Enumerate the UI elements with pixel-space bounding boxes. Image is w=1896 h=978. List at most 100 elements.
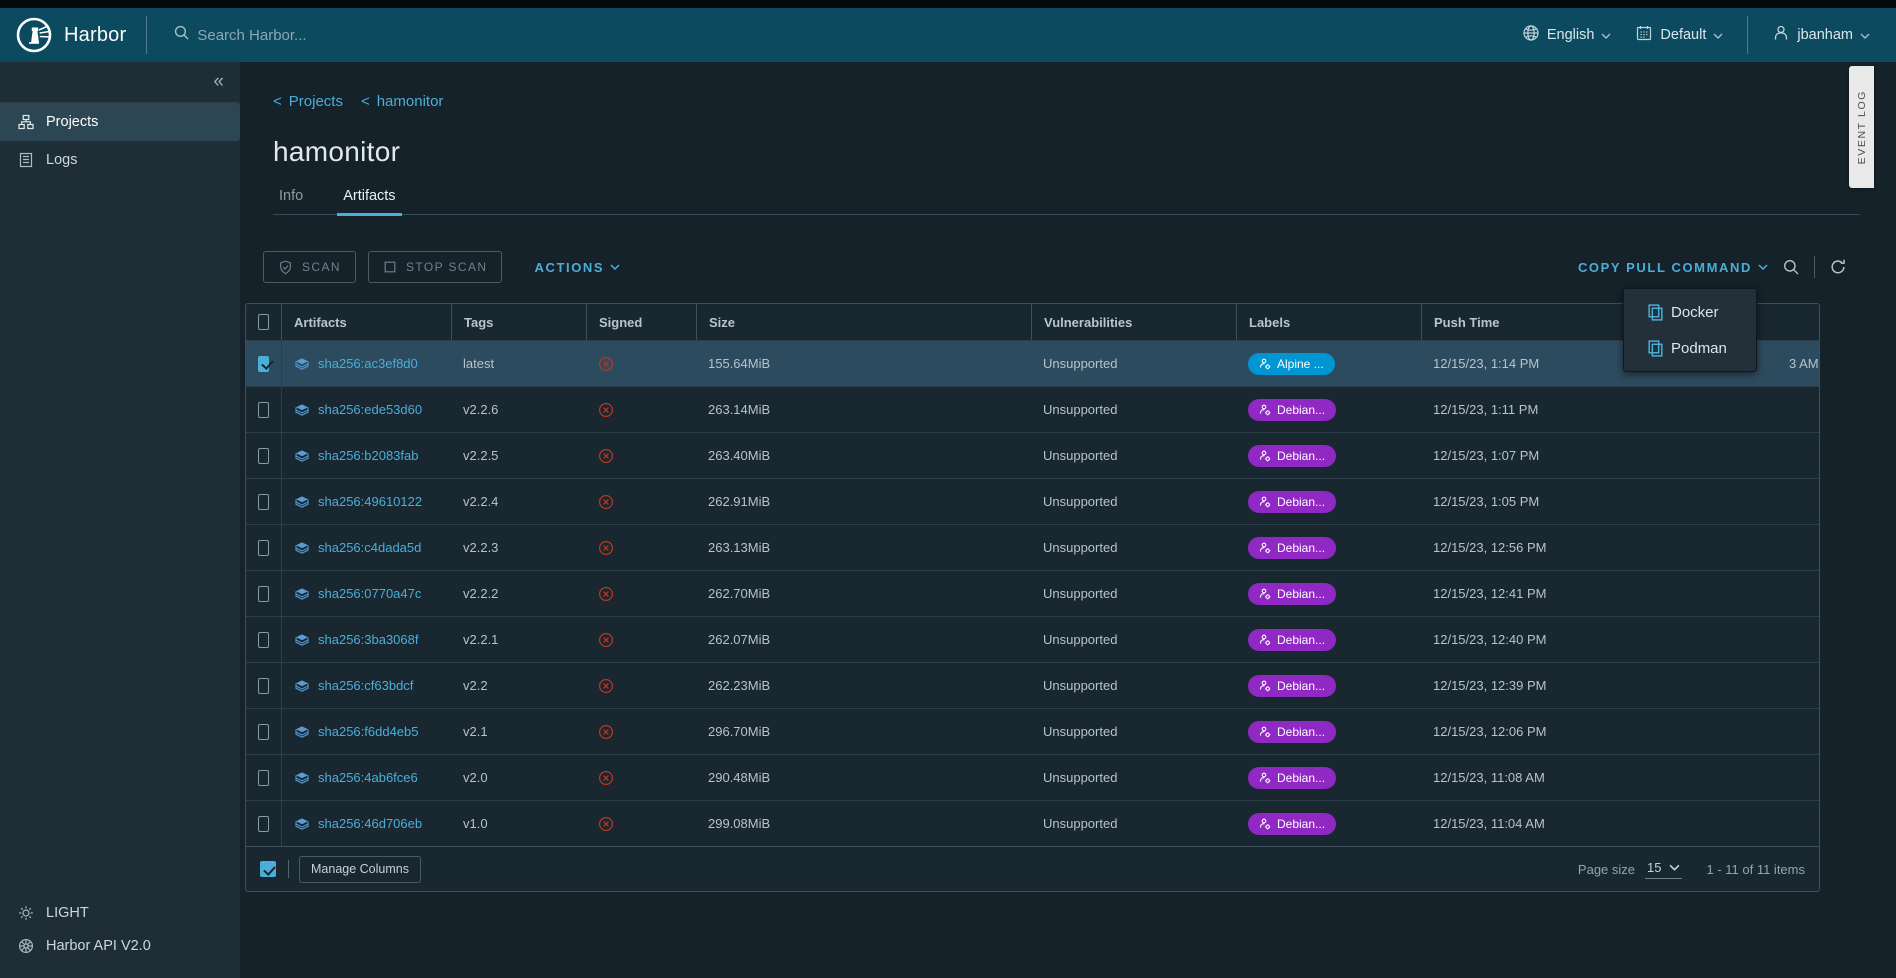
tag-label: latest [463,356,495,371]
org-tree-icon [18,114,34,130]
label-icon [1259,404,1271,415]
toolbar-divider [1814,256,1815,278]
label-chip: Alpine ... [1248,352,1335,375]
breadcrumb: < Projects < hamonitor [273,62,1896,110]
menu-item-podman[interactable]: Podman [1624,330,1756,366]
label-icon [1259,634,1271,645]
label-chip-text: Debian... [1277,816,1326,831]
breadcrumb-link-projects[interactable]: < Projects [273,93,343,110]
not-signed-icon [598,540,614,556]
menu-item-docker[interactable]: Docker [1624,294,1756,330]
list-icon [19,152,33,168]
refresh-icon [1831,259,1845,274]
artifact-digest-link[interactable]: sha256:c4dada5d [318,540,422,555]
search-artifacts-button[interactable] [1782,258,1800,276]
artifact-digest-link[interactable]: sha256:b2083fab [318,448,419,463]
brand-name: Harbor [64,23,127,46]
label-icon [1259,726,1271,737]
tab-artifacts[interactable]: Artifacts [337,184,402,216]
column-header-tags[interactable]: Tags [451,304,586,340]
size-label: 290.48MiB [708,770,771,785]
language-menu[interactable]: English [1522,24,1612,46]
sidebar-item-logs[interactable]: Logs [0,141,240,179]
column-header-vulnerabilities[interactable]: Vulnerabilities [1031,304,1236,340]
artifact-digest-link[interactable]: sha256:f6dd4eb5 [318,724,419,739]
column-header-artifacts[interactable]: Artifacts [281,304,451,340]
artifact-digest-link[interactable]: sha256:3ba3068f [318,632,419,647]
artifact-digest-link[interactable]: sha256:4ab6fce6 [318,770,418,785]
row-checkbox[interactable] [258,677,269,694]
actions-menu-button[interactable]: ACTIONS [534,260,620,275]
column-header-labels[interactable]: Labels [1236,304,1421,340]
table-row: sha256:46d706eb v1.0 299.08MiB Unsupported D… [246,800,1819,846]
event-log-tab[interactable]: EVENT LOG [1849,66,1874,188]
table-row: sha256:4ab6fce6 v2.0 290.48MiB Unsupported D… [246,754,1819,800]
label-chip-text: Debian... [1277,540,1326,555]
row-checkbox[interactable] [258,355,269,372]
theme-light-toggle[interactable]: LIGHT [0,896,240,929]
artifact-digest-link[interactable]: sha256:ac3ef8d0 [318,356,418,371]
sidebar-item-projects[interactable]: Projects [0,103,240,141]
scan-button[interactable]: SCAN [263,251,356,283]
row-checkbox[interactable] [258,447,269,464]
artifact-icon [295,541,309,554]
push-time-label: 12/15/23, 11:08 AM [1433,770,1545,785]
not-signed-icon [598,724,614,740]
artifact-digest-link[interactable]: sha256:cf63bdcf [318,678,414,693]
sidebar-item-label: Logs [46,152,78,168]
artifact-digest-link[interactable]: sha256:46d706eb [318,816,423,831]
manage-columns-button[interactable]: Manage Columns [299,855,421,883]
chevron-down-icon [1860,27,1870,43]
search-input[interactable] [197,26,518,44]
artifact-digest-link[interactable]: sha256:ede53d60 [318,402,423,417]
tag-label: v2.1 [463,724,488,739]
page-size-value: 15 [1647,859,1662,875]
items-range-label: 1 - 11 of 11 items [1706,861,1805,877]
pull-time-fragment: 3 AM [1789,356,1819,371]
row-checkbox[interactable] [258,585,269,602]
artifact-icon [295,357,309,370]
shield-check-icon [280,260,291,274]
page-size-select[interactable]: 15 [1645,859,1683,879]
user-menu[interactable]: jbanham [1772,24,1870,46]
row-checkbox[interactable] [258,769,269,786]
row-checkbox[interactable] [258,815,269,832]
event-log-label: EVENT LOG [1855,89,1868,165]
brand[interactable]: Harbor [0,17,146,53]
size-label: 299.08MiB [708,816,771,831]
theme-light-icon [19,905,33,920]
label-icon [1259,542,1271,553]
stop-scan-button[interactable]: STOP SCAN [367,251,503,283]
harbor-api-link[interactable]: Harbor API V2.0 [0,929,240,962]
artifact-digest-link[interactable]: sha256:49610122 [318,494,423,509]
theme-menu[interactable]: Default [1635,24,1723,46]
stop-scan-label: STOP SCAN [405,260,488,274]
row-checkbox[interactable] [258,631,269,648]
collapse-sidebar-button[interactable]: « [213,71,224,92]
breadcrumb-link-hamonitor[interactable]: < hamonitor [361,93,443,110]
breadcrumb-label: hamonitor [376,93,444,110]
artifact-icon [295,587,309,600]
size-label: 263.40MiB [708,448,771,463]
column-header-signed[interactable]: Signed [586,304,696,340]
harbor-wheel-icon [18,938,34,953]
tab-info[interactable]: Info [279,188,304,204]
row-checkbox[interactable] [258,493,269,510]
label-icon [1259,818,1271,829]
refresh-button[interactable] [1829,258,1847,276]
column-header-push-time[interactable]: Push Time [1421,304,1641,340]
row-checkbox[interactable] [258,401,269,418]
select-all-checkbox[interactable] [258,314,269,330]
column-toggle-button[interactable] [260,861,276,877]
vulnerabilities-label: Unsupported [1043,816,1118,831]
push-time-label: 12/15/23, 12:39 PM [1433,678,1547,693]
artifact-digest-link[interactable]: sha256:0770a47c [318,586,422,601]
column-header-size[interactable]: Size [696,304,1031,340]
menu-item-label: Podman [1671,339,1727,357]
artifact-icon [295,725,309,738]
row-checkbox[interactable] [258,539,269,556]
vulnerabilities-label: Unsupported [1043,724,1118,739]
tag-label: v2.2.5 [463,448,499,463]
copy-pull-command-button[interactable]: COPY PULL COMMAND [1578,260,1768,275]
row-checkbox[interactable] [258,723,269,740]
